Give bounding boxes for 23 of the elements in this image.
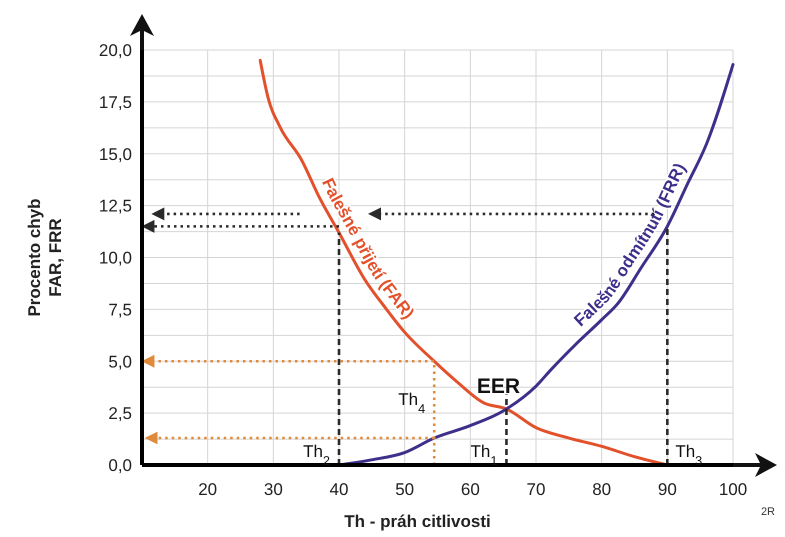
x-tick-label: 90: [658, 480, 677, 499]
x-tick-label: 20: [198, 480, 218, 499]
x-tick-label: 100: [718, 480, 748, 499]
x-tick-label: 40: [330, 480, 348, 499]
annotation: Th$_{4}$: [398, 390, 426, 416]
y-tick-label: 10,0: [98, 248, 132, 268]
y-tick-label: 15,0: [98, 144, 132, 164]
x-tick-label: 60: [460, 480, 480, 499]
x-tick-label: 30: [264, 480, 283, 499]
x-axis-title: Th - práh citlivosti: [344, 512, 491, 531]
text: 2R: [760, 506, 776, 518]
x-tick-label: 70: [526, 480, 546, 499]
y-tick-label: 17,5: [98, 92, 132, 112]
y-tick-label: 5,0: [108, 352, 132, 372]
y-axis-title: Procento chyb FAR, FRR: [25, 198, 65, 317]
y-tick-label: 0,0: [108, 456, 132, 475]
y-tick-label: 7,5: [108, 300, 132, 320]
y-tick-label: 2,5: [108, 404, 132, 424]
x-tick-label: 80: [592, 480, 612, 499]
y-tick-label: 12,5: [98, 196, 132, 216]
annotation: EER: [476, 374, 520, 398]
x-tick-label: 50: [395, 480, 414, 499]
y-tick-label: 20,0: [98, 41, 132, 60]
